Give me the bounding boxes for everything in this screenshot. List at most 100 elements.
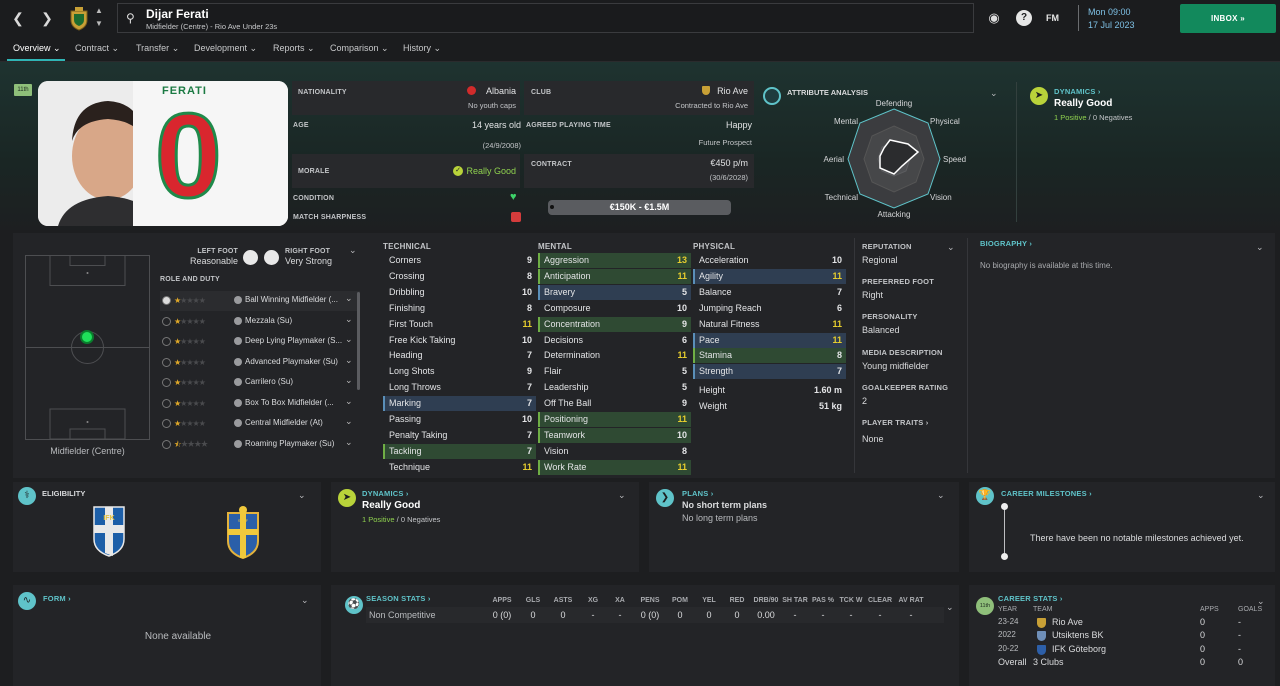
role-row[interactable]: ★★★★★ Central Midfielder (At) ⌄ (160, 414, 360, 434)
form-title-link[interactable]: FORM › (43, 594, 71, 603)
roles-scrollbar[interactable] (357, 292, 360, 390)
attribute-row[interactable]: Positioning 11 (538, 412, 691, 427)
attribute-row[interactable]: Corners 9 (383, 253, 536, 268)
form-menu[interactable]: ⌄ (301, 595, 309, 605)
role-info-icon[interactable] (234, 357, 242, 366)
attribute-row[interactable]: Off The Ball 9 (538, 396, 691, 411)
role-info-icon[interactable] (234, 337, 242, 345)
role-chevron-icon[interactable]: ⌄ (345, 354, 353, 365)
dynamics-bottom-menu[interactable]: ⌄ (618, 490, 626, 500)
role-row[interactable]: ⯪★★★★ Roaming Playmaker (Su) ⌄ (160, 435, 360, 455)
feet-menu[interactable]: ⌄ (349, 245, 357, 255)
role-info-icon[interactable] (234, 316, 242, 325)
role-info-icon[interactable] (234, 378, 242, 386)
role-row[interactable]: ★★★★★ Advanced Playmaker (Su) ⌄ (160, 353, 360, 373)
role-radio-icon[interactable] (162, 398, 171, 408)
dynamics-title-link[interactable]: DYNAMICS › (1054, 87, 1101, 96)
help-icon[interactable]: ? (1016, 10, 1032, 26)
nationality-cell[interactable] (292, 81, 520, 115)
attr-analysis-menu[interactable]: ⌄ (990, 88, 998, 98)
attribute-row[interactable]: Heading 7 (383, 348, 536, 363)
ifk-badge-icon[interactable]: IFK (92, 505, 126, 557)
attribute-row[interactable]: Decisions 6 (538, 333, 691, 348)
contract-cell[interactable] (524, 154, 754, 188)
fm-menu-button[interactable]: FM (1046, 13, 1059, 23)
eligibility-menu[interactable]: ⌄ (298, 490, 306, 500)
role-chevron-icon[interactable]: ⌄ (345, 334, 353, 344)
role-radio-icon[interactable] (162, 337, 171, 346)
attribute-row[interactable]: Stamina 8 (693, 348, 846, 364)
attribute-row[interactable]: Strength 7 (693, 364, 846, 380)
chevron-up-icon[interactable]: ▲ (95, 6, 103, 15)
career-stats-title-link[interactable]: CAREER STATS › (998, 594, 1063, 603)
attribute-row[interactable]: Penalty Taking 7 (383, 428, 536, 443)
dynamics-bottom-title-link[interactable]: DYNAMICS › (362, 489, 409, 498)
attribute-row[interactable]: Vision 8 (538, 444, 691, 459)
attribute-row[interactable]: Acceleration 10 (693, 253, 846, 268)
attribute-row[interactable]: Teamwork 10 (538, 427, 691, 443)
role-radio-icon[interactable] (162, 357, 171, 367)
milestones-menu[interactable]: ⌄ (1257, 490, 1265, 500)
morale-cell[interactable] (292, 154, 520, 188)
date-day[interactable]: 17 Jul 2023 (1088, 20, 1135, 30)
career-stats-menu[interactable]: ⌄ (1257, 596, 1265, 606)
role-chevron-icon[interactable]: ⌄ (345, 313, 353, 324)
attribute-row[interactable]: Balance 7 (693, 285, 846, 300)
plans-title-link[interactable]: PLANS › (682, 489, 714, 498)
player-search-box[interactable]: ⚲ Dijar Ferati Midfielder (Centre) - Rio… (117, 3, 974, 33)
attribute-row[interactable]: Bravery 5 (538, 284, 691, 300)
club-cell[interactable] (524, 81, 754, 115)
value-bar[interactable]: €150K - €1.5M (548, 200, 731, 215)
position-pitch[interactable] (25, 255, 150, 440)
attribute-row[interactable]: Agility 11 (693, 268, 846, 284)
back-button[interactable]: ❮ (12, 10, 24, 26)
attribute-row[interactable]: Technique 11 (383, 460, 536, 475)
biography-menu[interactable]: ⌄ (1256, 242, 1264, 252)
role-chevron-icon[interactable]: ⌄ (345, 293, 353, 303)
role-row[interactable]: ★★★★★ Deep Lying Playmaker (S... ⌄ (160, 332, 360, 352)
attribute-row[interactable]: Anticipation 11 (538, 268, 691, 284)
globe-icon[interactable]: ◉ (988, 10, 1000, 25)
attribute-row[interactable]: Aggression 13 (538, 253, 691, 268)
svff-badge-icon[interactable]: SVFF (226, 505, 260, 560)
role-chevron-icon[interactable]: ⌄ (345, 375, 353, 385)
role-info-icon[interactable] (234, 419, 242, 427)
plans-menu[interactable]: ⌄ (937, 490, 945, 500)
attribute-row[interactable]: First Touch 11 (383, 317, 536, 332)
career-team[interactable]: Utsiktens BK (1052, 630, 1104, 641)
chevron-down-icon[interactable]: ▼ (95, 19, 103, 28)
role-radio-icon[interactable] (162, 419, 171, 428)
tab-reports[interactable]: Reports ⌄ (273, 43, 315, 53)
attribute-row[interactable]: Composure 10 (538, 301, 691, 316)
tab-overview[interactable]: Overview ⌄ (13, 43, 61, 53)
attribute-row[interactable]: Tackling 7 (383, 443, 536, 459)
tab-transfer[interactable]: Transfer ⌄ (136, 43, 180, 53)
attribute-row[interactable]: Natural Fitness 11 (693, 317, 846, 332)
attribute-row[interactable]: Pace 11 (693, 332, 846, 348)
attribute-row[interactable]: Leadership 5 (538, 380, 691, 395)
player-traits-link[interactable]: PLAYER TRAITS › (862, 418, 929, 427)
attribute-row[interactable]: Flair 5 (538, 364, 691, 379)
role-info-icon[interactable] (234, 439, 242, 448)
inbox-button[interactable]: INBOX » (1180, 4, 1276, 33)
club-crest[interactable] (68, 6, 90, 31)
attribute-row[interactable]: Work Rate 11 (538, 459, 691, 475)
role-row[interactable]: ★★★★★ Carrilero (Su) ⌄ (160, 373, 360, 393)
attribute-row[interactable]: Jumping Reach 6 (693, 301, 846, 316)
role-row[interactable]: ★★★★★ Ball Winning Midfielder (... ⌄ (160, 291, 360, 311)
milestones-title-link[interactable]: CAREER MILESTONES › (1001, 489, 1092, 498)
role-radio-icon[interactable] (162, 296, 171, 305)
role-chevron-icon[interactable]: ⌄ (345, 436, 353, 447)
role-row[interactable]: ★★★★★ Box To Box Midfielder (... ⌄ (160, 394, 360, 414)
role-chevron-icon[interactable]: ⌄ (345, 395, 353, 406)
biography-title-link[interactable]: BIOGRAPHY › (980, 239, 1033, 248)
season-stats-title-link[interactable]: SEASON STATS › (366, 594, 431, 603)
attribute-row[interactable]: Long Shots 9 (383, 364, 536, 379)
attribute-row[interactable]: Determination 11 (538, 348, 691, 363)
attribute-row[interactable]: Free Kick Taking 10 (383, 333, 536, 348)
attribute-row[interactable]: Finishing 8 (383, 301, 536, 316)
tab-history[interactable]: History ⌄ (403, 43, 442, 53)
attribute-row[interactable]: Concentration 9 (538, 316, 691, 332)
role-radio-icon[interactable] (162, 316, 171, 326)
role-radio-icon[interactable] (162, 439, 171, 449)
